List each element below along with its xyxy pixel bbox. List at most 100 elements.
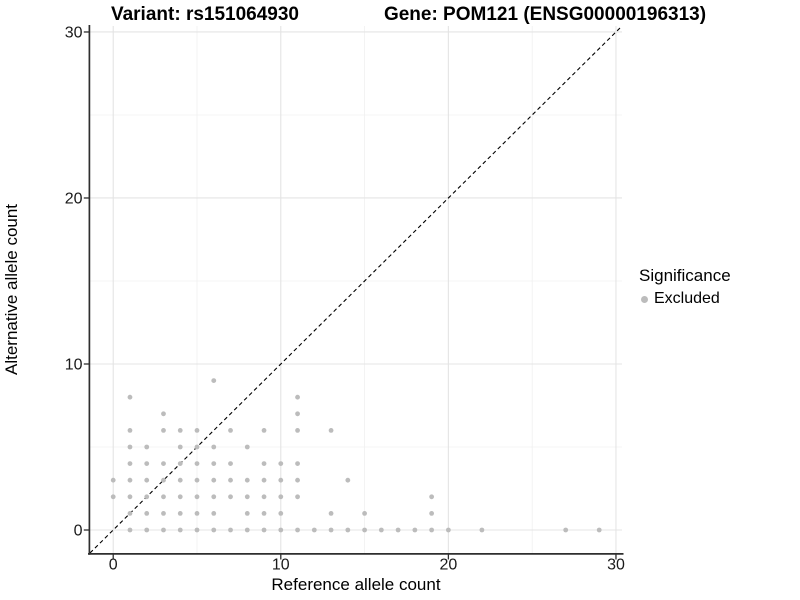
y-tick-label: 20	[65, 190, 83, 207]
legend-item-excluded: Excluded	[639, 290, 731, 308]
data-point	[328, 527, 334, 533]
x-tick-label: 0	[109, 557, 118, 574]
data-point	[144, 511, 150, 516]
data-point	[278, 477, 284, 483]
data-point	[228, 428, 233, 433]
data-point	[228, 461, 233, 467]
data-point	[127, 494, 133, 500]
data-point	[110, 477, 116, 483]
data-point	[228, 494, 233, 500]
data-point	[211, 477, 217, 483]
data-point	[161, 527, 166, 533]
data-point	[445, 527, 451, 533]
data-point	[194, 477, 200, 483]
data-point	[161, 411, 166, 417]
data-point	[261, 461, 267, 467]
data-point	[295, 428, 300, 433]
data-point	[261, 511, 267, 516]
data-point	[278, 494, 284, 500]
data-point	[127, 527, 133, 533]
data-point	[345, 477, 351, 483]
x-axis-title: Reference allele count	[271, 575, 440, 594]
legend-title: Significance	[639, 266, 731, 285]
data-point	[194, 428, 200, 433]
data-point	[211, 444, 217, 450]
data-point	[177, 477, 183, 483]
data-point	[596, 527, 602, 533]
data-point	[412, 527, 418, 533]
data-point	[295, 461, 300, 467]
data-point	[261, 527, 267, 533]
data-point	[194, 527, 200, 533]
data-point	[161, 511, 166, 516]
data-point	[144, 494, 150, 500]
data-point	[563, 527, 569, 533]
data-point	[161, 494, 166, 500]
x-tick-label: 30	[607, 557, 625, 574]
data-point	[144, 527, 150, 533]
data-point	[144, 477, 150, 483]
data-point	[244, 511, 250, 516]
x-tick-label: 10	[272, 557, 290, 574]
data-point	[278, 511, 284, 516]
plot-title-variant: Variant: rs151064930	[110, 4, 300, 25]
data-point	[328, 511, 334, 516]
data-point	[127, 428, 133, 433]
data-point	[295, 411, 300, 417]
data-point	[194, 461, 200, 467]
data-point	[110, 494, 116, 500]
data-point	[429, 494, 435, 500]
data-point	[127, 477, 133, 483]
plot-title-gene: Gene: POM121 (ENSG00000196313)	[383, 4, 707, 25]
data-point	[362, 527, 367, 533]
data-point	[211, 527, 217, 533]
data-point	[161, 428, 166, 433]
data-point	[177, 444, 183, 450]
data-point	[177, 527, 183, 533]
data-point	[144, 444, 150, 450]
data-point	[127, 394, 133, 400]
data-point	[295, 527, 300, 533]
data-point	[345, 527, 351, 533]
data-point	[144, 461, 150, 467]
data-point	[244, 527, 250, 533]
data-point	[362, 511, 367, 516]
x-tick-label: 20	[439, 557, 457, 574]
data-point	[295, 394, 300, 400]
data-point	[378, 527, 384, 533]
data-point	[127, 444, 133, 450]
data-point	[177, 461, 183, 467]
identity-line	[89, 25, 623, 554]
data-point	[429, 511, 435, 516]
legend: Significance Excluded	[639, 266, 731, 308]
data-point	[161, 477, 166, 483]
y-axis-title: Alternative allele count	[2, 204, 21, 375]
y-tick-label: 0	[74, 523, 83, 540]
data-point	[177, 428, 183, 433]
legend-item-label: Excluded	[654, 290, 720, 307]
data-point	[328, 428, 334, 433]
data-point	[295, 477, 300, 483]
data-point	[211, 378, 217, 383]
data-point	[261, 494, 267, 500]
data-point	[211, 511, 217, 516]
data-point	[261, 428, 267, 433]
data-point	[244, 477, 250, 483]
data-point	[177, 494, 183, 500]
data-point	[127, 511, 133, 516]
data-point	[161, 461, 166, 467]
y-tick-label: 30	[65, 24, 83, 41]
data-point	[244, 494, 250, 500]
data-point	[177, 511, 183, 516]
data-point	[244, 444, 250, 450]
data-point	[278, 527, 284, 533]
data-point	[261, 477, 267, 483]
data-point	[278, 461, 284, 467]
data-point	[194, 494, 200, 500]
data-point	[194, 444, 200, 450]
data-point	[211, 494, 217, 500]
data-point	[311, 527, 317, 533]
data-point	[479, 527, 485, 533]
